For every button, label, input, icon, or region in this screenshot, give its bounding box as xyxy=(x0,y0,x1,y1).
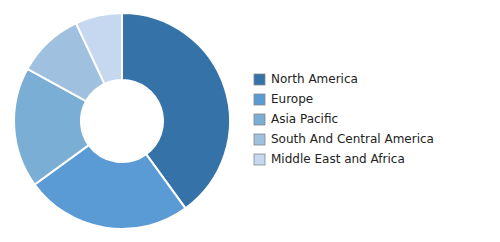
legend-swatch xyxy=(254,114,265,125)
legend-item: Europe xyxy=(254,92,313,106)
legend-swatch xyxy=(254,134,265,145)
legend-swatch xyxy=(254,154,265,165)
legend-item: Asia Pacific xyxy=(254,112,338,126)
legend: North America Europe Asia Pacific South And… xyxy=(254,72,434,166)
legend-label: South And Central America xyxy=(271,132,434,146)
legend-label: Europe xyxy=(271,92,313,106)
legend-label: Middle East and Africa xyxy=(271,152,405,166)
legend-swatch xyxy=(254,74,265,85)
slice xyxy=(76,13,122,84)
pie xyxy=(14,13,230,229)
legend-item: South And Central America xyxy=(254,132,434,146)
legend-swatch xyxy=(254,94,265,105)
legend-label: North America xyxy=(271,72,358,86)
legend-label: Asia Pacific xyxy=(271,112,338,126)
chart: North America Europe Asia Pacific South And… xyxy=(0,0,500,242)
legend-item: Middle East and Africa xyxy=(254,152,405,166)
legend-item: North America xyxy=(254,72,358,86)
